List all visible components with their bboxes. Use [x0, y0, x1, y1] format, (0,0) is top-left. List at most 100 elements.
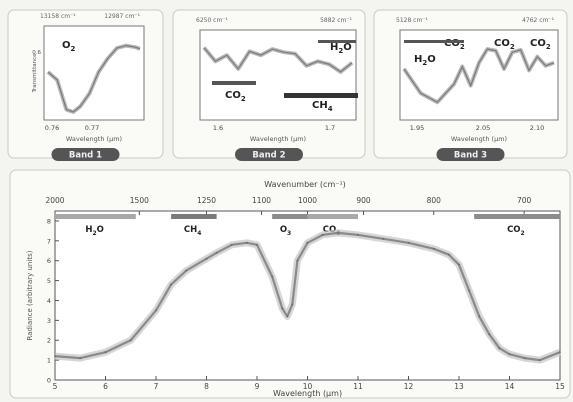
- spectrum-point: [215, 251, 218, 254]
- y-axis-tick-label: 0: [47, 377, 51, 385]
- x-axis-tick-label: 6: [103, 382, 108, 391]
- band-panel-1: 13158 cm⁻¹ 12987 cm⁻¹ 0.76 0.77 Wavelength (…: [7, 9, 164, 161]
- spectrum-point: [508, 353, 511, 356]
- spectrum-point: [321, 233, 324, 236]
- spectrum-point: [256, 243, 258, 246]
- co2-absorption-bar: [212, 81, 256, 85]
- spectrum-point: [538, 359, 541, 362]
- x-axis-tick-label: 5: [53, 382, 58, 391]
- top-axis-tick-label: 1500: [130, 196, 149, 205]
- spectrum-point: [129, 339, 132, 342]
- gas-band-bar: [474, 214, 560, 219]
- spectrum-point: [407, 241, 410, 244]
- x-axis-tick-label: 9: [255, 382, 260, 391]
- x-axis-label: Wavelength (µm): [273, 389, 342, 398]
- band-x-axis-label: Wavelength (µm): [250, 135, 306, 143]
- top-axis-tick-label: 1100: [252, 196, 271, 205]
- co2-absorption-bar: [404, 40, 464, 43]
- y-axis-tick-label: 2: [47, 337, 51, 345]
- band-x-axis-label: Wavelength (µm): [451, 135, 507, 143]
- band-y-axis-label: Transmittance: [32, 53, 38, 94]
- species-label: O2: [62, 40, 76, 53]
- y-axis-tick-label: 8: [47, 217, 51, 225]
- spectrum-point: [478, 315, 481, 318]
- band-pill-background: [51, 148, 120, 161]
- gas-band-bar: [171, 214, 217, 219]
- spectrum-point: [498, 347, 501, 350]
- x-axis-tick-label: 14: [505, 382, 515, 391]
- top-axis-tick-label: 900: [356, 196, 371, 205]
- spectrum-point: [468, 289, 470, 292]
- band-panels: 13158 cm⁻¹ 12987 cm⁻¹ 0.76 0.77 Wavelength (…: [7, 9, 568, 161]
- spectrum-point: [382, 237, 385, 240]
- spectrum-point: [230, 243, 233, 246]
- band-label-pill: Band 2: [235, 148, 303, 161]
- band-y-tick-label: 0.6: [32, 50, 41, 56]
- band-x-tick-label: 1.7: [325, 124, 335, 132]
- band-top-right-wavenumber: 5882 cm⁻¹: [320, 17, 352, 24]
- band-pill-label: Band 3: [454, 151, 487, 161]
- band-x-tick-label: 0.76: [45, 124, 59, 132]
- spectrum-point: [79, 357, 82, 360]
- spectrum-point: [185, 269, 188, 272]
- spectrum-point: [523, 357, 526, 360]
- main-plot-area: [54, 210, 561, 381]
- top-axis-tick-label: 2000: [45, 196, 64, 205]
- band-top-left-wavenumber: 5128 cm⁻¹: [396, 17, 428, 24]
- spectrum-point: [488, 333, 491, 336]
- band-pill-background: [436, 148, 505, 161]
- gas-band-bar: [307, 214, 358, 219]
- band-plot-area: [199, 29, 357, 121]
- band-x-axis-label: Wavelength (µm): [66, 135, 122, 143]
- band-spectrum-line-core: [403, 48, 555, 104]
- spectrum-point: [155, 309, 157, 312]
- spectrum-point: [432, 247, 435, 250]
- band-top-left-wavenumber: 6250 cm⁻¹: [196, 17, 228, 24]
- top-axis-tick-label: 1250: [197, 196, 216, 205]
- spectrum-point: [448, 253, 450, 256]
- gas-band-label: CH4: [184, 225, 202, 237]
- spectrum-point: [170, 283, 173, 286]
- spectrum-point: [205, 257, 208, 260]
- top-axis-label: Wavenumber (cm⁻¹): [264, 180, 346, 189]
- band-x-tick-label: 2.05: [476, 124, 490, 132]
- y-axis-tick-label: 5: [47, 277, 51, 285]
- species-label: CO2: [494, 38, 515, 51]
- main-spectrum-panel: Wavenumber (cm⁻¹)2000 1500 1250 1100 1000 900…: [9, 169, 571, 399]
- spectrum-point: [306, 241, 309, 244]
- species-label: CO2: [530, 38, 551, 51]
- band-x-tick-label: 1.95: [410, 124, 424, 132]
- spectrum-point: [296, 259, 299, 262]
- species-label: CH4: [312, 100, 333, 113]
- y-axis-tick-label: 1: [47, 357, 51, 365]
- band-label-pill: Band 3: [436, 148, 505, 161]
- band-pill-label: Band 2: [252, 151, 285, 161]
- band-x-tick-label: 0.77: [85, 124, 99, 132]
- band-label-pill: Band 1: [51, 148, 120, 161]
- band-pill-label: Band 1: [69, 151, 102, 161]
- spectrum-point: [559, 351, 561, 354]
- band-top-left-wavenumber: 13158 cm⁻¹: [40, 13, 76, 20]
- x-axis-tick-label: 15: [555, 382, 565, 391]
- gas-band-label: O3: [280, 225, 291, 237]
- spectrum-point: [357, 233, 359, 236]
- x-axis-tick-label: 7: [154, 382, 159, 391]
- spectrum-point: [336, 231, 339, 234]
- spectrum-line: [54, 231, 561, 362]
- band-plot-area: [43, 25, 145, 121]
- y-axis-tick-label: 6: [47, 257, 51, 265]
- species-label: H2O: [414, 54, 436, 67]
- x-axis-tick-label: 10: [303, 382, 313, 391]
- band-x-tick-label: 2.10: [530, 124, 544, 132]
- species-label: CO2: [225, 90, 246, 103]
- spectrum-point: [291, 303, 294, 306]
- h2o-absorption-bar: [318, 40, 356, 43]
- spectrum-point: [458, 263, 460, 266]
- gas-band-bar: [55, 214, 136, 219]
- spectrum-point: [54, 355, 56, 358]
- y-axis-tick-label: 7: [47, 237, 51, 245]
- ch4-absorption-bar: [284, 93, 358, 98]
- spectrum-point: [281, 307, 284, 310]
- spectrum-point: [271, 275, 274, 278]
